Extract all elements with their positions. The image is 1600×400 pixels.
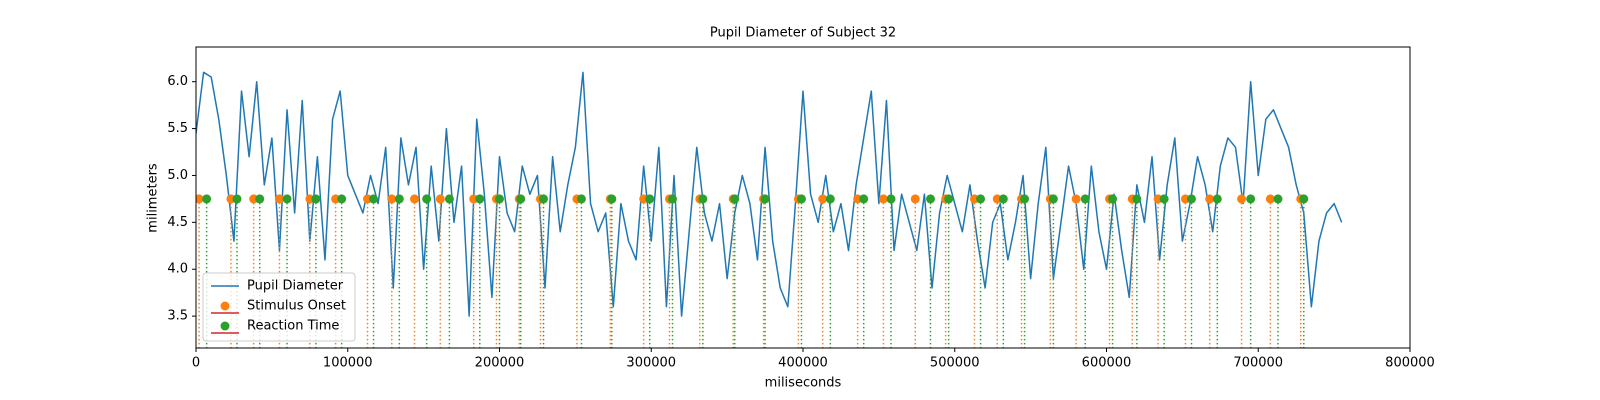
stem-marker (859, 194, 869, 204)
legend-label: Reaction Time (247, 319, 339, 334)
stem-marker (1212, 194, 1222, 204)
stem-marker (1132, 194, 1142, 204)
stem-marker (410, 194, 420, 204)
stem-marker (1048, 194, 1058, 204)
stem-marker (495, 194, 504, 204)
stem-marker (760, 194, 770, 204)
stem-marker (1080, 194, 1090, 204)
stem-marker (1265, 194, 1275, 204)
x-tick-label: 600000 (1082, 356, 1132, 371)
stem-marker (539, 194, 549, 204)
plot-area (196, 71, 1343, 348)
stem-marker (1299, 194, 1309, 204)
stem-marker (576, 194, 586, 204)
stem-marker (369, 194, 379, 204)
stem-marker (282, 194, 292, 204)
stem-marker (1246, 194, 1256, 204)
y-tick-label: 5.0 (167, 168, 188, 183)
stem-marker (607, 194, 617, 204)
stem-marker (886, 194, 896, 204)
y-axis-label: milimeters (146, 163, 161, 233)
stem-marker (1273, 194, 1283, 204)
stem-marker (1186, 194, 1196, 204)
stem-marker (394, 194, 404, 204)
x-axis-label: miliseconds (765, 376, 842, 391)
y-tick-label: 5.5 (167, 121, 188, 136)
x-tick-label: 200000 (475, 356, 525, 371)
x-tick-label: 0 (192, 356, 200, 371)
legend-box (202, 272, 356, 342)
x-tick-label: 700000 (1233, 356, 1283, 371)
stem-marker (337, 194, 347, 204)
stem-marker (516, 194, 526, 204)
stem-marker (645, 194, 655, 204)
stem-marker (825, 194, 835, 204)
stem-marker (878, 194, 888, 204)
x-tick-label: 500000 (930, 356, 980, 371)
stem-marker (1020, 194, 1030, 204)
stem-marker (730, 194, 740, 204)
stem-marker (998, 194, 1008, 204)
stem-marker (910, 194, 920, 204)
y-tick-label: 4.0 (167, 262, 188, 277)
x-tick-label: 300000 (626, 356, 676, 371)
stem-marker (202, 194, 212, 204)
stem-marker (255, 194, 265, 204)
axes-frame (195, 46, 1411, 349)
y-tick-label: 6.0 (167, 74, 188, 89)
stem-marker (976, 194, 986, 204)
stem-marker (1159, 194, 1169, 204)
y-tick-label: 3.5 (167, 309, 188, 324)
stem-marker (796, 194, 806, 204)
legend-label: Pupil Diameter (247, 279, 344, 294)
stem-marker (274, 194, 284, 204)
y-tick-label: 4.5 (167, 215, 188, 230)
stem-marker (196, 194, 204, 204)
x-tick-label: 400000 (778, 356, 828, 371)
stem-marker (667, 194, 677, 204)
stem-marker (387, 194, 397, 204)
stem-marker (422, 194, 432, 204)
stem-marker (1108, 194, 1118, 204)
axes: 0 100000 200000 300000 400000 500000 600000 700… (167, 74, 1435, 370)
stem-marker (1205, 194, 1215, 204)
x-tick-label: 800000 (1385, 356, 1435, 371)
stem-marker (435, 194, 445, 204)
x-tick-label: 100000 (323, 356, 373, 371)
stem-marker (1071, 194, 1081, 204)
stem-marker (698, 194, 708, 204)
legend: Pupil Diameter Stimulus Onset Reaction Tim… (202, 272, 356, 342)
stem-marker (944, 194, 954, 204)
stem-marker (311, 194, 321, 204)
stem-marker (818, 194, 828, 204)
chart-title: Pupil Diameter of Subject 32 (710, 26, 896, 41)
stem-marker (444, 194, 454, 204)
legend-marker (220, 301, 230, 311)
stem-marker (232, 194, 242, 204)
pupil-line (196, 71, 1343, 317)
stem-marker (925, 194, 935, 204)
stem-marker (1237, 194, 1247, 204)
legend-label: Stimulus Onset (247, 299, 346, 314)
stem-marker (475, 194, 485, 204)
legend-marker (220, 321, 230, 331)
